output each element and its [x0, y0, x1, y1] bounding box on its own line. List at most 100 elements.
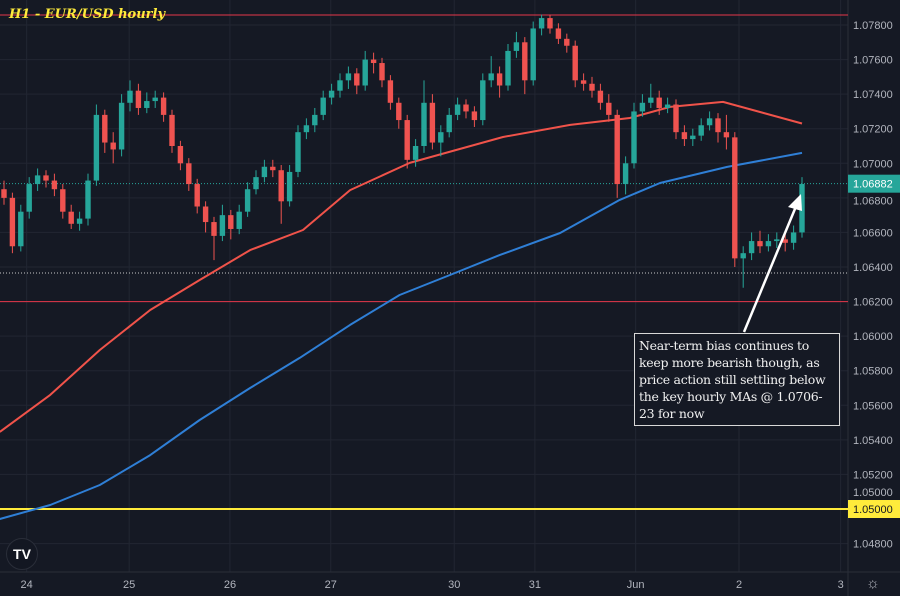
x-tick-label: 30: [448, 579, 460, 591]
candle-body: [93, 114, 100, 181]
candle: [295, 125, 301, 178]
candle: [622, 156, 629, 195]
candle: [9, 192, 16, 254]
candle-body: [278, 170, 284, 202]
candle: [102, 109, 108, 153]
candle-body: [782, 239, 788, 243]
candle: [169, 109, 175, 153]
candle: [748, 232, 755, 261]
candle-body: [580, 80, 587, 84]
tradingview-logo[interactable]: TV: [6, 538, 38, 570]
candle-body: [656, 97, 662, 108]
candle-body: [370, 59, 377, 64]
candle-body: [211, 222, 217, 236]
candle: [68, 204, 74, 229]
candle: [454, 97, 461, 121]
candle: [118, 94, 125, 157]
candle-body: [303, 125, 310, 133]
candle: [505, 44, 511, 91]
annotation-arrow: [742, 203, 799, 333]
last-price-label: 1.06882: [853, 179, 893, 191]
candle: [547, 14, 553, 34]
candle: [538, 14, 545, 36]
candle: [480, 73, 486, 126]
candle: [51, 173, 58, 197]
candle-body: [496, 73, 503, 86]
candle-body: [18, 211, 24, 247]
x-tick-label: 31: [529, 579, 541, 591]
candle: [522, 37, 528, 95]
candle-body: [152, 97, 158, 102]
candle-body: [522, 42, 528, 81]
candle: [1, 180, 7, 205]
last-price-label-bg: [848, 174, 900, 193]
candle-body: [463, 104, 469, 112]
candle-body: [547, 18, 553, 29]
candle: [438, 125, 444, 157]
candle: [656, 90, 662, 115]
candle-body: [589, 83, 595, 91]
candle-body: [362, 59, 368, 86]
y-tick-label: 1.05600: [853, 400, 893, 412]
x-tick-label: 26: [224, 579, 236, 591]
candle-body: [102, 114, 108, 143]
candle-body: [715, 118, 721, 133]
candle: [471, 106, 478, 127]
candle-body: [681, 132, 688, 140]
candle-body: [723, 132, 730, 138]
candle-body: [648, 97, 654, 103]
candle-body: [328, 90, 335, 98]
candle: [429, 94, 436, 150]
candle-body: [118, 102, 125, 150]
candle: [790, 225, 797, 250]
candle-body: [202, 206, 209, 223]
y-tick-label: 1.07800: [853, 20, 893, 32]
candle: [396, 97, 402, 129]
candle-body: [480, 80, 486, 121]
candle-body: [631, 111, 637, 164]
candle: [765, 234, 772, 252]
candle-body: [488, 73, 494, 81]
candle-body: [169, 114, 175, 147]
candle-body: [673, 104, 679, 133]
y-tick-label: 1.06400: [853, 262, 893, 274]
y-tick-label: 1.05200: [853, 469, 893, 481]
candle: [244, 182, 251, 217]
candle-body: [135, 90, 142, 108]
candle-body: [538, 18, 545, 29]
y-tick-label: 1.07600: [853, 55, 893, 67]
candle: [782, 234, 788, 252]
candle-body: [110, 142, 116, 150]
candle-body: [127, 90, 133, 103]
candle-body: [530, 28, 536, 81]
x-tick-label: 25: [123, 579, 135, 591]
candle-body: [740, 253, 746, 259]
candle: [404, 114, 410, 169]
candle: [690, 128, 696, 147]
candle: [328, 83, 335, 105]
candle-body: [471, 111, 478, 121]
candle-body: [177, 146, 184, 164]
candle: [270, 159, 276, 178]
candle-body: [160, 97, 167, 115]
candle-body: [748, 241, 755, 254]
candle: [740, 246, 746, 288]
candle-body: [186, 163, 192, 185]
candle: [631, 102, 637, 169]
candle-body: [320, 97, 326, 115]
candle-body: [732, 137, 738, 259]
candle-body: [412, 146, 419, 160]
x-tick-label: 3: [838, 579, 844, 591]
candle: [43, 170, 49, 188]
candle-body: [387, 80, 394, 103]
candle: [236, 204, 242, 235]
candle-body: [43, 175, 49, 181]
candle-body: [765, 241, 772, 247]
candle-body: [454, 104, 461, 115]
candle: [362, 50, 368, 91]
candle: [723, 114, 730, 150]
candle: [127, 80, 133, 112]
candle-body: [774, 239, 780, 242]
gear-icon[interactable]: ☼: [866, 575, 880, 592]
